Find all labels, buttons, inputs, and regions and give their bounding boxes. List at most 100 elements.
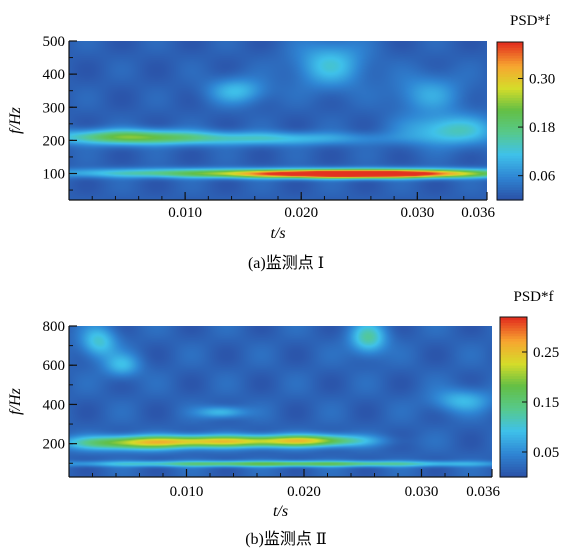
colorbar-band [500, 327, 527, 331]
y-tick-label: 600 [43, 358, 66, 374]
colorbar-band [500, 349, 527, 353]
colorbar-band [500, 330, 527, 334]
colorbar-band [497, 52, 523, 56]
heatmap-image [69, 326, 492, 477]
colorbar-band [497, 68, 523, 72]
colorbar-band [497, 178, 523, 183]
colorbar-band [500, 402, 527, 406]
colorbar-band [497, 165, 523, 169]
x-tick-label: 0.020 [287, 484, 321, 500]
colorbar-band [497, 89, 523, 93]
colorbar-band [500, 442, 527, 446]
colorbar-band [500, 370, 527, 374]
y-axis-label: f/Hz [7, 387, 24, 414]
colorbar-band [497, 197, 523, 201]
colorbar-band [500, 423, 527, 427]
colorbar-label: PSD*f [510, 13, 550, 29]
colorbar-band [500, 421, 527, 425]
colorbar-band [500, 325, 527, 329]
colorbar-band [500, 341, 527, 345]
colorbar-band [500, 383, 527, 387]
x-tick-label: 0.010 [170, 484, 204, 500]
colorbar-band [500, 394, 527, 398]
y-tick-label: 100 [43, 167, 66, 183]
y-tick-label: 800 [43, 319, 66, 335]
colorbar-band [500, 386, 527, 390]
colorbar-band [500, 431, 527, 435]
colorbar-band [500, 375, 527, 379]
colorbar-band [497, 49, 523, 54]
x-axis-label: t/s [270, 225, 285, 242]
colorbar-band [497, 128, 523, 133]
colorbar-band [500, 357, 527, 361]
colorbar-band [497, 86, 523, 90]
colorbar-band [500, 397, 527, 401]
y-tick-label: 400 [43, 67, 66, 83]
colorbar-band [497, 97, 523, 101]
colorbar-band [497, 42, 523, 46]
colorbar-band [500, 447, 527, 451]
colorbar-band [497, 149, 523, 154]
colorbar-band [500, 362, 527, 366]
colorbar-band [500, 418, 527, 422]
colorbar-band [500, 458, 527, 462]
colorbar-band [497, 84, 523, 88]
colorbar-band [497, 76, 523, 80]
colorbar-band [500, 439, 527, 443]
colorbar-frame [499, 316, 528, 478]
colorbar-band [497, 168, 523, 172]
colorbar-band [500, 391, 527, 395]
colorbar-band [500, 466, 527, 470]
colorbar-frame [496, 41, 524, 201]
colorbar-band [497, 92, 523, 96]
colorbar-band [500, 378, 527, 382]
colorbar-band [500, 463, 527, 467]
colorbar-band [497, 81, 523, 85]
colorbar-band [500, 450, 527, 454]
colorbar-band [497, 57, 523, 62]
colorbar-tick-label: 0.18 [529, 120, 555, 136]
colorbar-band [497, 73, 523, 77]
colorbar-band [500, 381, 527, 385]
colorbar-band [500, 322, 527, 326]
colorbar-band [497, 78, 523, 83]
colorbar-band [500, 373, 527, 377]
colorbar-band [497, 131, 523, 135]
colorbar-band [497, 115, 523, 119]
colorbar-band [500, 455, 527, 459]
colorbar-tick-label: 0.06 [529, 169, 556, 185]
y-axis-label: f/Hz [7, 106, 24, 133]
colorbar-band [497, 184, 523, 188]
colorbar-band [497, 55, 523, 59]
colorbar-band [497, 173, 523, 177]
colorbar-band [500, 333, 527, 337]
colorbar-band [497, 126, 523, 130]
colorbar-band [497, 142, 523, 146]
colorbar-band [497, 157, 523, 162]
colorbar-band [500, 415, 527, 419]
colorbar-band [497, 110, 523, 114]
colorbar-band [500, 346, 527, 350]
y-tick-label: 300 [43, 100, 66, 116]
colorbar-band [497, 47, 523, 51]
colorbar-band [500, 469, 527, 473]
colorbar-band [497, 123, 523, 127]
x-tick-label: 0.020 [284, 205, 318, 221]
colorbar-band [497, 192, 523, 196]
colorbar-band [500, 410, 527, 414]
colorbar-band [497, 94, 523, 98]
colorbar-band [500, 471, 527, 475]
colorbar-band [500, 389, 527, 393]
colorbar-band [497, 189, 523, 193]
y-tick-label: 400 [43, 397, 66, 413]
colorbar-band [500, 445, 527, 449]
colorbar-band [497, 70, 523, 75]
colorbar-band [500, 317, 527, 321]
colorbar-band [497, 144, 523, 148]
colorbar-band [500, 335, 527, 339]
x-axis-label: t/s [273, 503, 288, 520]
colorbar-band [497, 147, 523, 151]
colorbar-band [497, 155, 523, 159]
colorbar-band [500, 365, 527, 369]
